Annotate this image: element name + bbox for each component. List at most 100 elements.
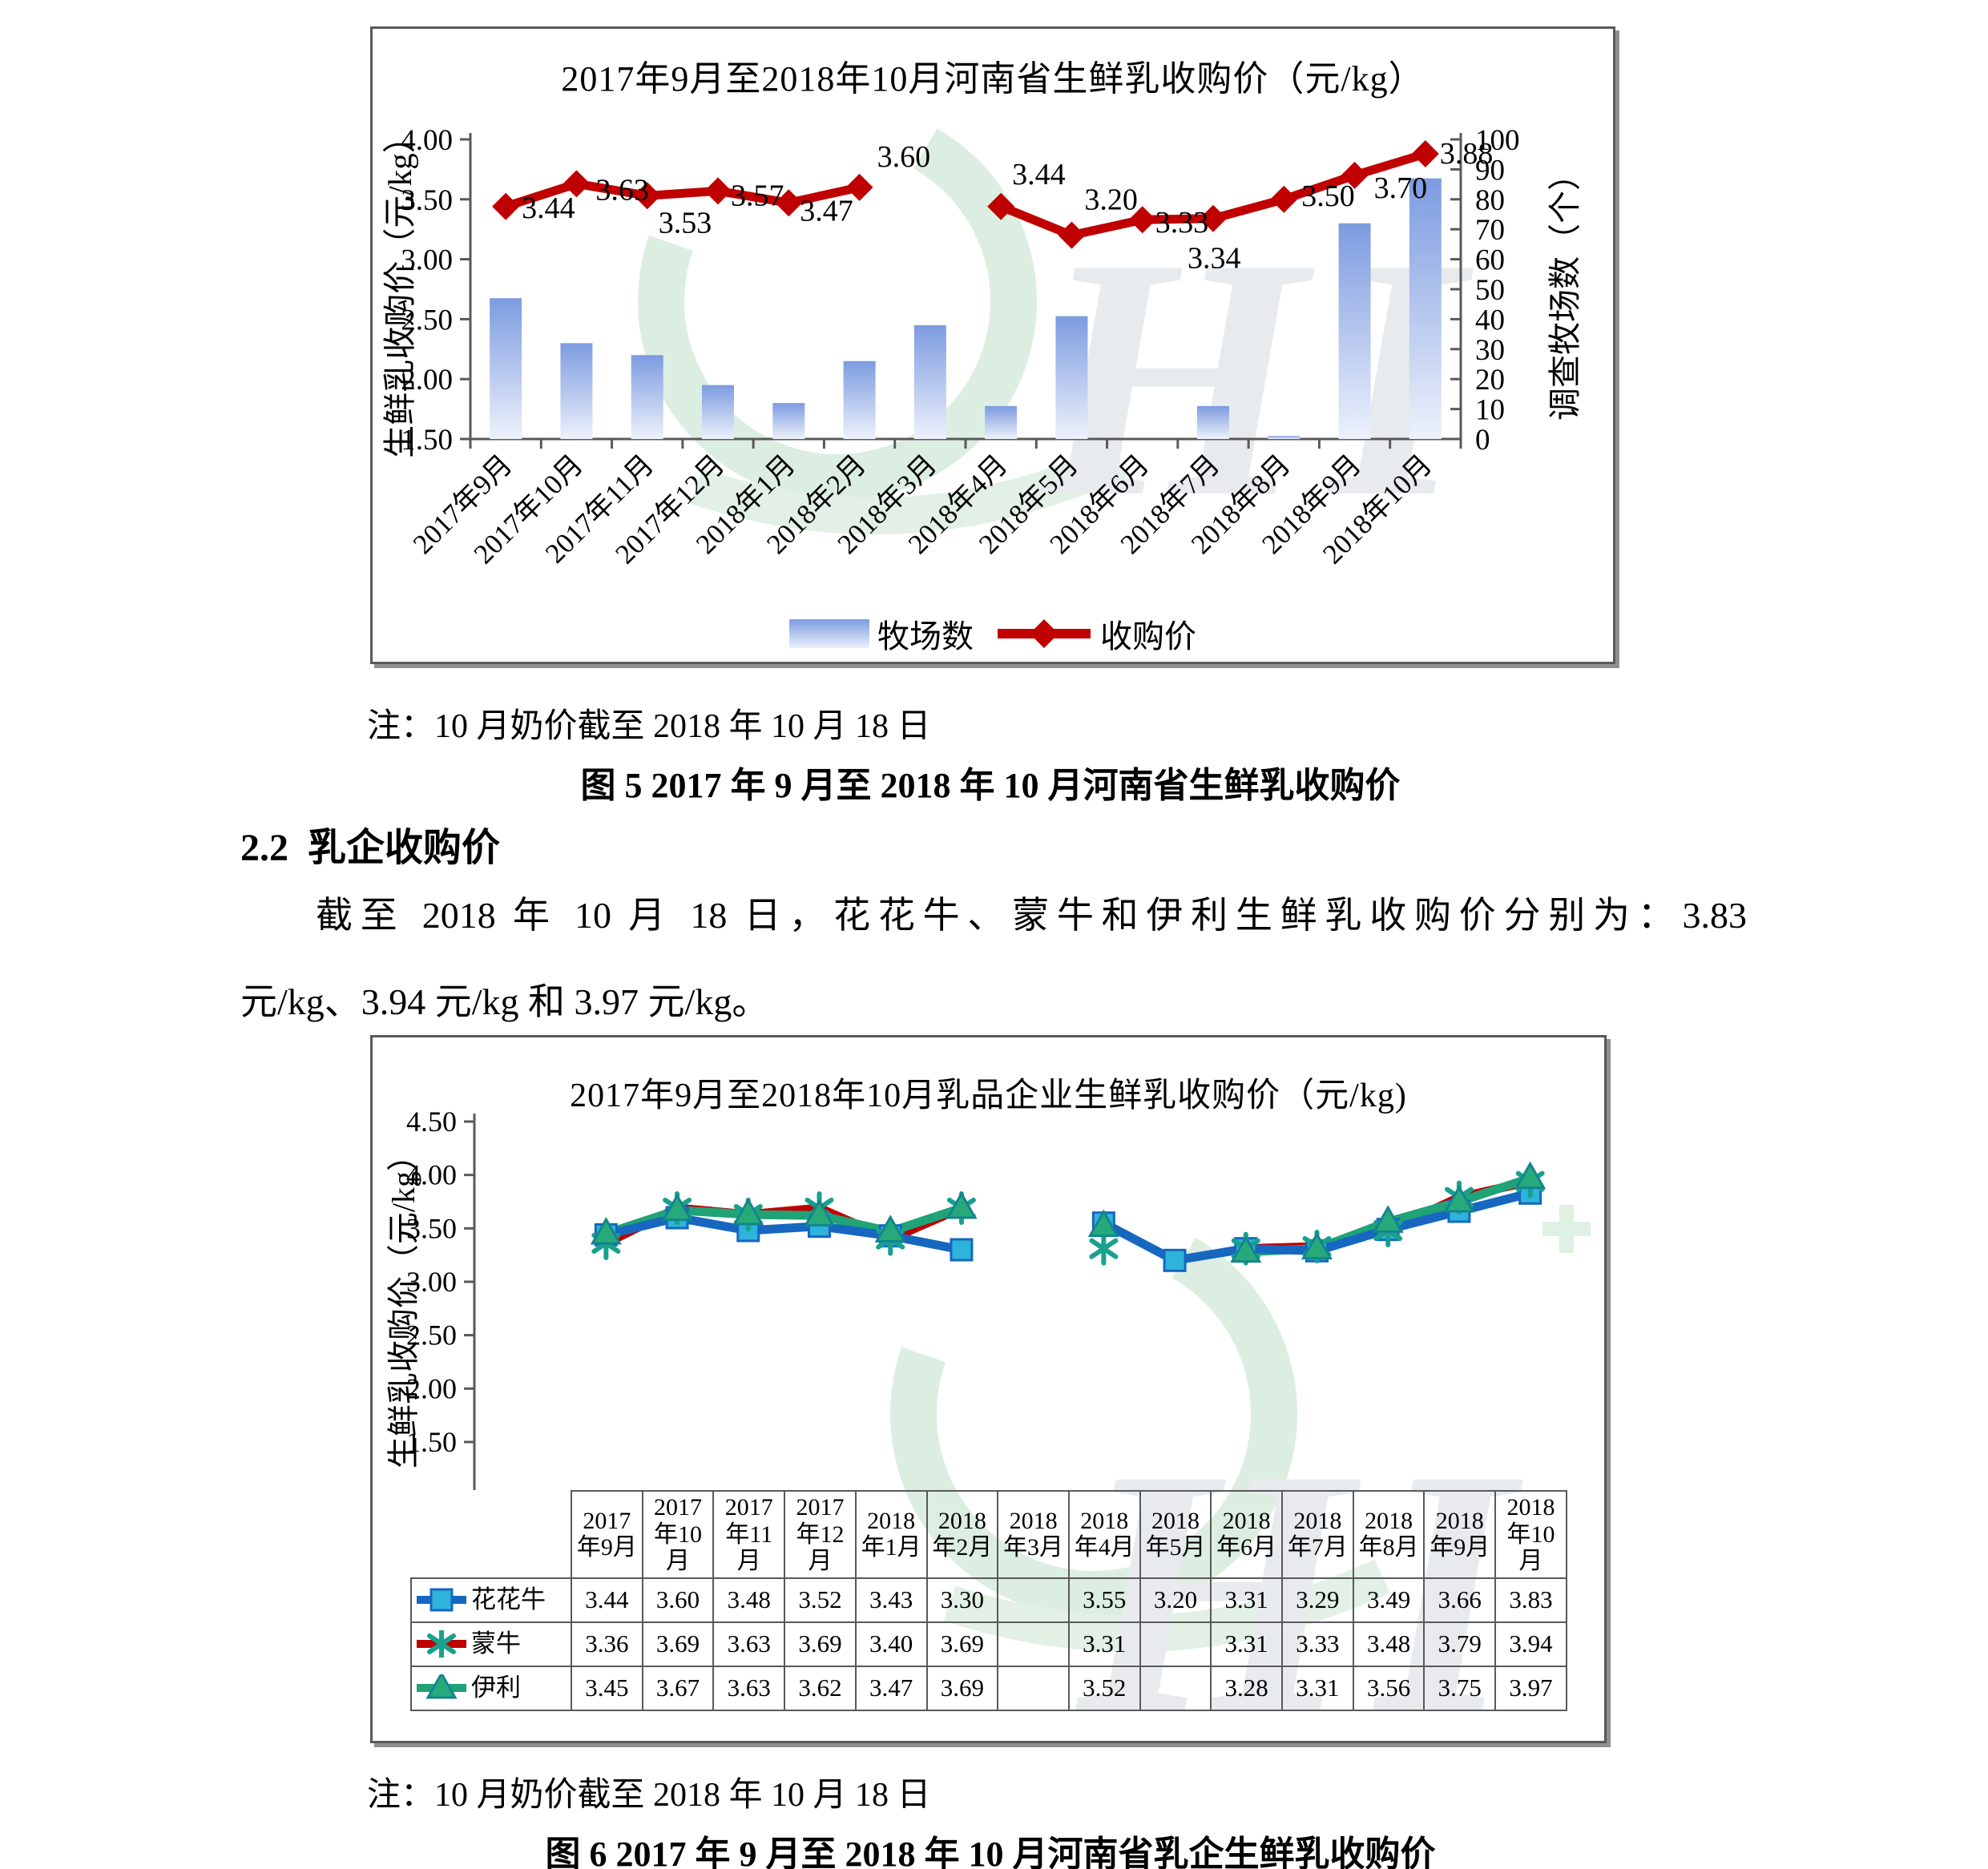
price-data-label: 3.34 — [1188, 242, 1241, 276]
table-value-cell — [1139, 1665, 1212, 1711]
left-tick-label: 2.00 — [401, 364, 453, 397]
table-value-cell: 3.49 — [1352, 1577, 1425, 1623]
table-value-cell: 3.31 — [1281, 1665, 1354, 1711]
price-diamond-marker — [1200, 204, 1227, 232]
triangle-marker — [425, 1674, 458, 1699]
right-tick-label: 80 — [1475, 184, 1505, 217]
table-value-cell: 3.30 — [925, 1577, 999, 1623]
triangle-marker — [874, 1214, 906, 1243]
table-column-header: 2017年11月 — [712, 1490, 786, 1579]
left-tick-label: 2.50 — [401, 304, 453, 336]
table-column-header: 2017年12月 — [784, 1490, 857, 1579]
table-value-cell: 3.69 — [925, 1621, 999, 1667]
price-diamond-marker — [563, 170, 591, 198]
table-value-cell: 3.33 — [1281, 1621, 1354, 1667]
farm-count-bar — [843, 361, 876, 439]
price-data-label: 3.60 — [877, 140, 931, 174]
y-axis-title: 生鲜乳收购价（元/kg） — [385, 1139, 421, 1468]
price-data-label: 3.88 — [1440, 137, 1494, 171]
left-tick-label: 3.50 — [401, 184, 453, 217]
table-value-cell: 3.67 — [641, 1665, 715, 1711]
table-row: 蒙牛 3.36 3.69 3.63 3.69 3.40 3.69 3.31 3.31 3.33 3.… — [410, 1621, 1567, 1667]
table-value-cell: 3.31 — [1067, 1621, 1141, 1667]
series-markers-伊利 — [590, 1161, 1546, 1263]
table-column-header: 2018年2月 — [925, 1490, 999, 1579]
farm-count-bar — [1197, 405, 1229, 439]
table-column-header: 2018年9月 — [1423, 1490, 1497, 1579]
triangle-marker — [1372, 1205, 1404, 1233]
section-heading: 2.2 乳企收购价 — [240, 816, 500, 872]
series-label-cell: 花花牛 — [410, 1577, 572, 1623]
table-corner-cell — [411, 1491, 571, 1578]
figure5-plot: HI 1.50 2.00 2.50 3.00 3.50 4.00 01020304050607… — [381, 102, 1583, 570]
figure5-legend: 牧场数 收购价 — [373, 610, 1613, 657]
table-value-cell: 3.79 — [1423, 1621, 1497, 1667]
伊利-legend-icon — [417, 1674, 466, 1699]
figure5-caption: 图 5 2017 年 9 月至 2018 年 10 月河南省生鲜乳收购价 — [580, 766, 1401, 805]
table-value-cell: 3.52 — [1067, 1665, 1141, 1711]
price-data-label: 3.33 — [1155, 206, 1209, 240]
y-tick-label: 4.00 — [406, 1159, 457, 1191]
square-marker — [1163, 1248, 1187, 1272]
table-value-cell: 3.63 — [712, 1621, 786, 1667]
right-tick-label: 60 — [1475, 244, 1505, 277]
price-diamond-marker — [1341, 161, 1369, 189]
farm-count-bar — [702, 385, 734, 439]
table-value-cell — [997, 1665, 1070, 1711]
triangle-marker — [1087, 1209, 1119, 1238]
right-tick-label: 70 — [1475, 214, 1505, 247]
watermark-letters: HI — [1032, 187, 1488, 569]
watermark-tail — [690, 443, 1127, 535]
price-data-label: 3.53 — [659, 206, 712, 240]
triangle-marker — [732, 1197, 764, 1226]
farm-count-bar — [1409, 178, 1442, 439]
y-tick-label: 3.00 — [406, 1266, 457, 1298]
price-data-label: 3.50 — [1301, 179, 1355, 213]
table-value-cell: 3.28 — [1210, 1665, 1284, 1711]
price-diamond-marker — [704, 177, 732, 205]
farm-count-bar — [490, 298, 522, 439]
table-row: 伊利 3.45 3.67 3.63 3.62 3.47 3.69 3.52 3.28 3.31 3.… — [410, 1665, 1567, 1711]
table-value-cell: 3.97 — [1494, 1665, 1567, 1711]
table-value-cell: 3.62 — [784, 1665, 857, 1711]
figure6-data-table: 2017年9月 2017年10月 2017年11月 2017年12月 2018年1月 20… — [410, 1490, 1567, 1711]
series-legend-key: 伊利 — [412, 1674, 571, 1702]
farm-count-bar — [631, 355, 663, 439]
figure6-chart-box: 2017年9月至2018年10月乳品企业生鲜乳收购价（元/kg) HI 1.50 2… — [370, 1035, 1607, 1743]
left-tick-label: 1.50 — [401, 424, 453, 457]
table-column-header: 2018年5月 — [1139, 1490, 1212, 1579]
right-tick-label: 40 — [1475, 304, 1505, 336]
triangle-marker — [661, 1193, 693, 1222]
table-value-cell: 3.44 — [571, 1577, 643, 1623]
watermark-plus-v — [1559, 1205, 1574, 1253]
table-value-cell: 3.40 — [854, 1621, 928, 1667]
series-legend-key: 花花牛 — [412, 1585, 571, 1614]
figure6-chart-title: 2017年9月至2018年10月乳品企业生鲜乳收购价（元/kg) — [570, 1077, 1407, 1114]
price-data-label: 3.20 — [1084, 183, 1138, 217]
figure6-note: 注：10 月奶价截至 2018 年 10 月 18 日 — [367, 1777, 931, 1814]
axes — [464, 1114, 476, 1490]
table-value-cell: 3.75 — [1423, 1665, 1497, 1711]
figure5-note: 注：10 月奶价截至 2018 年 10 月 18 日 — [367, 708, 931, 745]
right-tick-label: 30 — [1475, 334, 1505, 367]
table-value-cell: 3.66 — [1423, 1577, 1497, 1623]
table-value-cell: 3.48 — [712, 1577, 786, 1623]
right-tick-label: 90 — [1475, 154, 1505, 187]
series-label-cell: 蒙牛 — [410, 1621, 572, 1667]
triangle-marker — [1230, 1235, 1262, 1263]
table-column-header: 2017年10月 — [641, 1490, 715, 1579]
farm-count-bar — [985, 405, 1018, 439]
table-value-cell: 3.29 — [1281, 1577, 1354, 1623]
table-column-header: 2018年6月 — [1210, 1490, 1284, 1579]
triangle-marker — [1300, 1231, 1333, 1260]
right-tick-label: 20 — [1475, 364, 1505, 397]
price-diamond-marker — [633, 182, 661, 210]
y-tick-label: 1.50 — [406, 1426, 457, 1458]
table-header-row: 2017年9月 2017年10月 2017年11月 2017年12月 2018年1月 20… — [411, 1490, 1567, 1579]
table-row: 花花牛 3.44 3.60 3.48 3.52 3.43 3.30 3.55 3.20 3.31 3… — [410, 1577, 1567, 1623]
asterisk-marker — [427, 1630, 456, 1658]
figure5-legend-price-key: 收购价 — [996, 610, 1196, 657]
y-tick-label: 4.50 — [406, 1106, 457, 1138]
table-value-cell: 3.31 — [1210, 1577, 1284, 1623]
